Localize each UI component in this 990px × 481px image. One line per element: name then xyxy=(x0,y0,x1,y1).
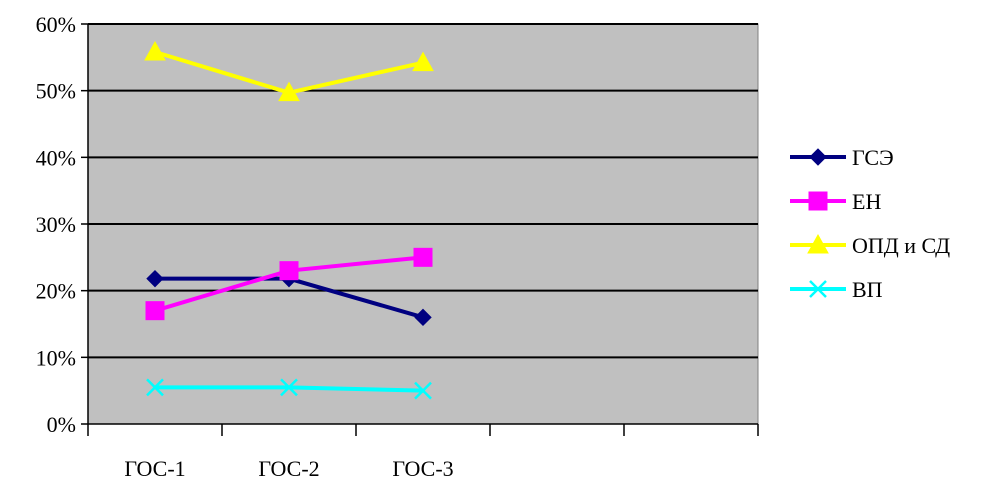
data-point xyxy=(279,261,299,281)
series-4 xyxy=(146,378,432,400)
data-point xyxy=(146,378,164,397)
data-point xyxy=(412,51,434,72)
data-point-stroke xyxy=(414,381,432,400)
x-tick-label: ГОС-2 xyxy=(258,456,319,481)
data-point xyxy=(278,81,300,102)
data-point xyxy=(413,247,433,267)
data-point xyxy=(146,269,164,288)
data-point xyxy=(145,301,165,321)
y-tick-label: 40% xyxy=(36,145,76,170)
y-tick-label: 30% xyxy=(36,212,76,237)
legend-item: ВП xyxy=(790,277,883,302)
data-point-stroke xyxy=(280,378,298,397)
y-tick-label: 60% xyxy=(36,12,76,37)
data-point xyxy=(280,378,298,397)
legend-marker xyxy=(807,233,829,254)
x-tick-label: ГОС-3 xyxy=(392,456,453,481)
legend-label: ГСЭ xyxy=(852,145,894,170)
y-tick-label: 10% xyxy=(36,345,76,370)
x-axis: ГОС-1 ГОС-2 ГОС-3 xyxy=(87,423,759,481)
data-point xyxy=(414,308,432,327)
data-point xyxy=(144,40,166,61)
series-3 xyxy=(144,40,434,102)
data-point-stroke xyxy=(146,378,164,397)
legend-item: ЕН xyxy=(790,189,881,214)
y-tick-label: 20% xyxy=(36,279,76,304)
legend-marker xyxy=(809,148,827,166)
legend-marker xyxy=(808,191,828,211)
legend: ГСЭ ЕН ОПД и СД ВП xyxy=(790,145,950,302)
y-axis: 0% 10% 20% 30% 40% 50% 60% xyxy=(36,12,89,437)
x-tick-label: ГОС-1 xyxy=(124,456,185,481)
legend-label: ОПД и СД xyxy=(852,233,950,258)
series-layer xyxy=(144,40,434,400)
legend-item: ОПД и СД xyxy=(790,233,950,258)
legend-marker-stroke xyxy=(809,280,827,298)
series-2 xyxy=(145,247,433,321)
legend-item: ГСЭ xyxy=(790,145,894,170)
data-point xyxy=(414,381,432,400)
legend-label: ВП xyxy=(852,277,883,302)
plot-area xyxy=(87,23,759,425)
y-tick-label: 0% xyxy=(47,412,76,437)
y-tick-label: 50% xyxy=(36,79,76,104)
legend-label: ЕН xyxy=(852,189,881,214)
legend-marker xyxy=(809,280,827,298)
